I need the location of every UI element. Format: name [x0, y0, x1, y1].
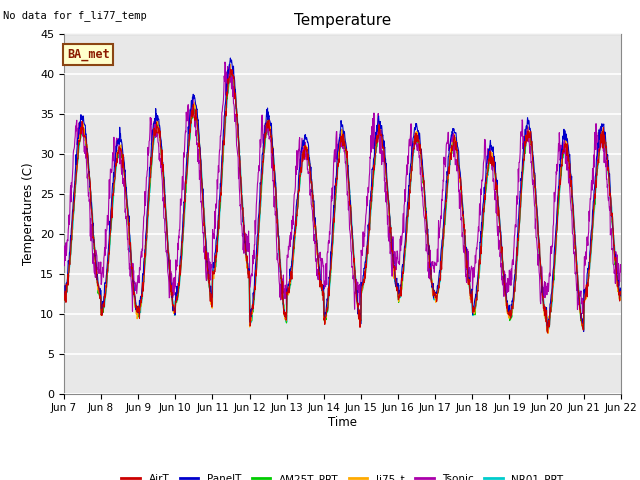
Title: Temperature: Temperature: [294, 13, 391, 28]
Legend: AirT, PanelT, AM25T_PRT, li75_t, Tsonic, NR01_PRT: AirT, PanelT, AM25T_PRT, li75_t, Tsonic,…: [117, 470, 568, 480]
Text: No data for f_li77_temp: No data for f_li77_temp: [3, 10, 147, 21]
X-axis label: Time: Time: [328, 416, 357, 429]
Y-axis label: Temperatures (C): Temperatures (C): [22, 162, 35, 265]
Text: BA_met: BA_met: [67, 48, 109, 61]
